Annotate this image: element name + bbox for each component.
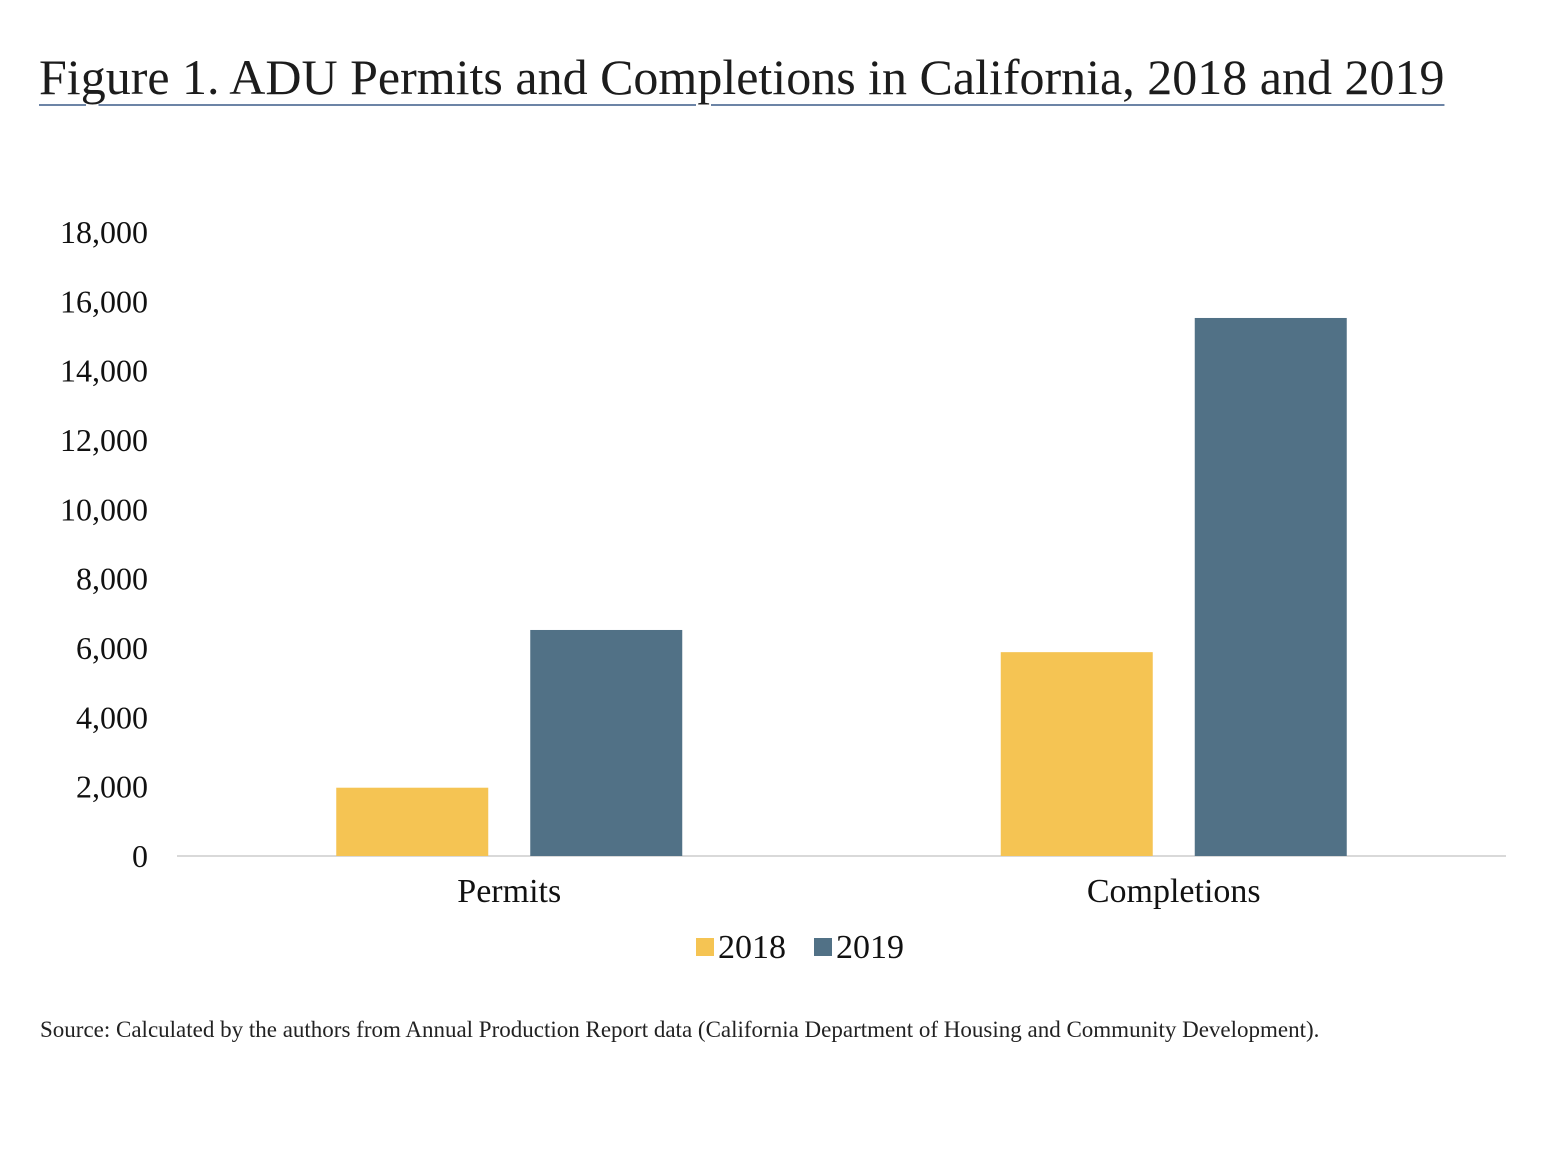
legend: 2018 2019 [696,929,904,966]
source-note: Source: Calculated by the authors from A… [40,1017,1320,1042]
bar-chart: 0 2,000 4,000 6,000 8,000 10,000 12,000 14,000 1… [60,214,1506,966]
legend-swatch-2019 [814,938,832,956]
y-tick-label: 10,000 [60,491,148,527]
y-tick-label: 0 [132,838,148,874]
legend-label-2018: 2018 [718,929,786,966]
y-tick-label: 6,000 [76,630,148,666]
bars [336,317,1347,856]
x-axis: Permits Completions [457,873,1260,910]
y-tick-label: 12,000 [60,422,148,458]
bar-completions-2019 [1194,317,1347,856]
y-tick-label: 18,000 [60,214,148,250]
x-tick-label: Completions [1087,873,1261,910]
legend-swatch-2018 [696,938,714,956]
y-axis: 0 2,000 4,000 6,000 8,000 10,000 12,000 14,000 1… [60,214,148,874]
bar-completions-2018 [1000,652,1153,856]
y-tick-label: 8,000 [76,561,148,597]
bar-permits-2018 [336,787,489,856]
y-tick-label: 2,000 [76,769,148,805]
legend-label-2019: 2019 [836,929,904,966]
y-tick-label: 14,000 [60,353,148,389]
y-tick-label: 16,000 [60,283,148,319]
bar-permits-2019 [530,629,683,856]
y-tick-label: 4,000 [76,699,148,735]
x-tick-label: Permits [457,873,561,910]
figure-title: Figure 1. ADU Permits and Completions in… [39,49,1445,105]
